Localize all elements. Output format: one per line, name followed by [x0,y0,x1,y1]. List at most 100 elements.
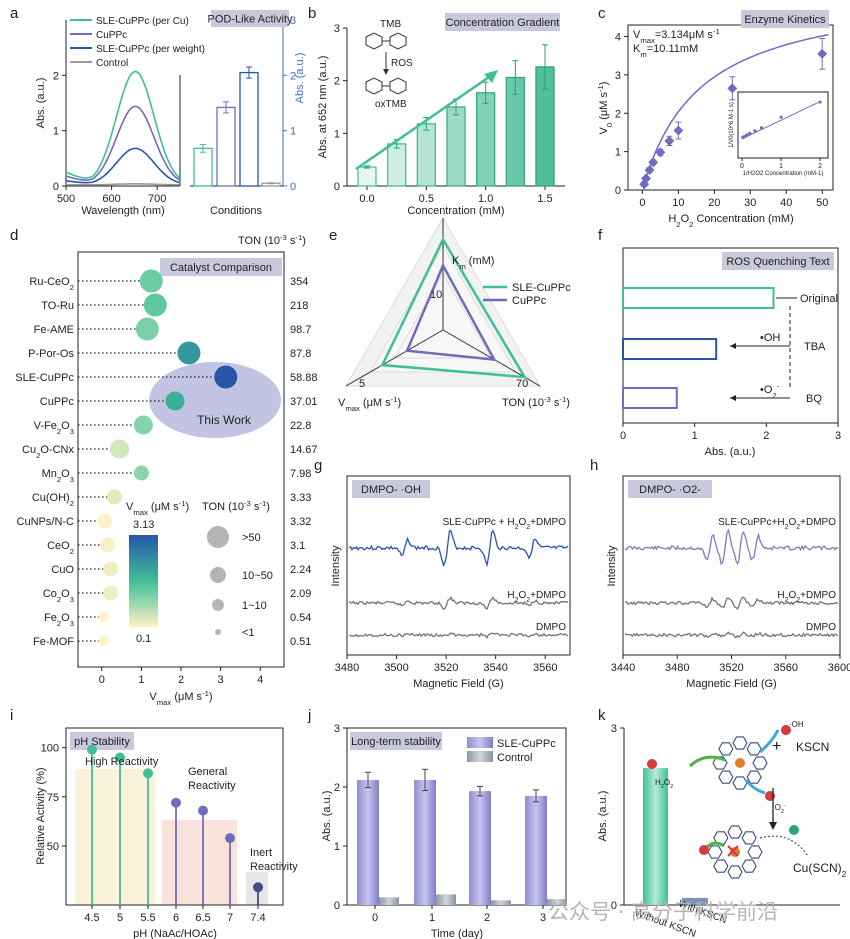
reaction-arrowhead [383,69,389,75]
molecule-label: oxTMB [375,99,407,110]
ring [732,736,748,750]
trace-label: H2O2+DMPO [507,590,566,604]
legend-swatch [467,737,493,748]
ring [727,825,743,839]
cross-mark [727,845,739,857]
x-tick-label: 2 [178,674,184,686]
reaction-arrow-blue [744,779,766,795]
ton-value: 3.1 [290,540,305,552]
ton-legend-label: 1~10 [242,600,267,612]
bar [622,287,775,309]
bar [416,123,436,187]
bar-sle-cuppc [414,779,436,905]
scavenger-label: •O2- [760,382,780,400]
x-tick-label: 2 [484,912,490,924]
x-tick-label: 1 [138,674,144,686]
ring [713,859,729,873]
bar-sle-cuppc [469,791,491,905]
catalyst-bubble [133,465,149,481]
ring [713,831,729,845]
radar-axis [345,329,444,387]
y-tick-label: 1 [334,841,340,853]
ton-value: 14.67 [290,444,318,456]
panel-letter: g [314,457,322,474]
y-tick-label: 1 [615,147,621,159]
catalyst-name: TO-Ru [41,300,74,312]
bar-label: BQ [806,393,822,405]
y-tick-label: 4 [615,32,621,44]
bar [357,166,377,187]
lollipop-head [171,797,181,808]
zone-label: Inert [250,847,272,859]
y-axis-label: Abs. (a.u.) [321,791,333,842]
inset-point [818,100,822,104]
plot-frame [346,475,571,656]
ring [741,831,757,845]
panel-letter: b [308,5,316,22]
copper-ion [789,825,799,835]
arrowhead [730,395,736,401]
bar-label: Original [800,293,838,305]
panel-title: Long-term stability [351,736,441,748]
x-tick-label: 3540 [483,662,507,674]
radar-axis-label-vmax: Vmax (μM s-1) [338,395,401,413]
reaction-arrow-blue [759,729,780,754]
legend-label: CuPPc [96,30,127,41]
ton-legend-circle [212,599,224,611]
radar-axis-label-km: Km (mM) [452,255,494,271]
ton-value: 37.01 [290,396,318,408]
y-tick-label: 3 [334,723,340,735]
this-work-label: This Work [197,413,252,427]
y-tick-label: 100 [41,743,59,755]
zone-general [162,820,237,905]
catalyst-bubble [177,341,201,365]
scavenger-label: •OH [760,332,780,344]
trend-arrowhead [484,70,498,83]
right-y-tick-label: 2 [290,70,296,82]
data-point [641,173,651,184]
right-y-tick-label: 1 [290,126,296,138]
x-tick-label: 0 [620,430,626,442]
catalyst-name: Fe2O3 [44,612,74,628]
inset-x-tick-label: 0 [740,163,744,170]
x-tick-label: 3 [218,674,224,686]
x-tick-label: 4.5 [84,912,99,924]
panel-e: Km (mM) 10 5 70 Vmax (μM s-1) TON (10-3 s-1) S… [338,217,571,413]
catalyst-bubble [214,365,238,389]
inset-x-tick-label: 2 [818,163,822,170]
data-point [655,147,666,158]
plus-sign: + [772,738,781,755]
zone-high [75,769,155,905]
y-axis-label: Relative Activity (%) [35,767,47,864]
spectrum-line [66,183,180,186]
data-point [644,165,655,175]
panel-title-badge [160,258,282,276]
x-tick-label: 3480 [665,662,689,674]
inset-point [779,115,783,119]
data-point [727,83,738,94]
x-tick-label: 2 [763,430,769,442]
ton-value: 354 [290,276,308,288]
inset-point [745,133,749,137]
radar-axis-label-ton: TON (10-3 s-1) [502,395,570,410]
x-tick-label: 700 [148,193,166,205]
y-tick-label: 50 [47,841,59,853]
bar-control [491,900,511,905]
spectrum-line [65,105,180,181]
inset-point [748,131,752,135]
bar-with-kscn [682,897,708,905]
bar-control [547,899,567,905]
x-axis-label: pH (NaAc/HOAc) [133,928,217,939]
lollipop-head [143,768,153,779]
panel-title-badge [722,252,834,270]
catalyst-bubble [98,636,109,646]
catalyst-bubble [106,489,122,505]
lollipop-head [225,833,235,844]
this-work-ellipse [149,362,281,438]
bar-control [436,894,456,905]
x-axis-label: H2O2 Concentration (mM) [668,213,793,229]
catalyst-bubble [139,269,163,293]
ton-value: 3.32 [290,516,311,528]
